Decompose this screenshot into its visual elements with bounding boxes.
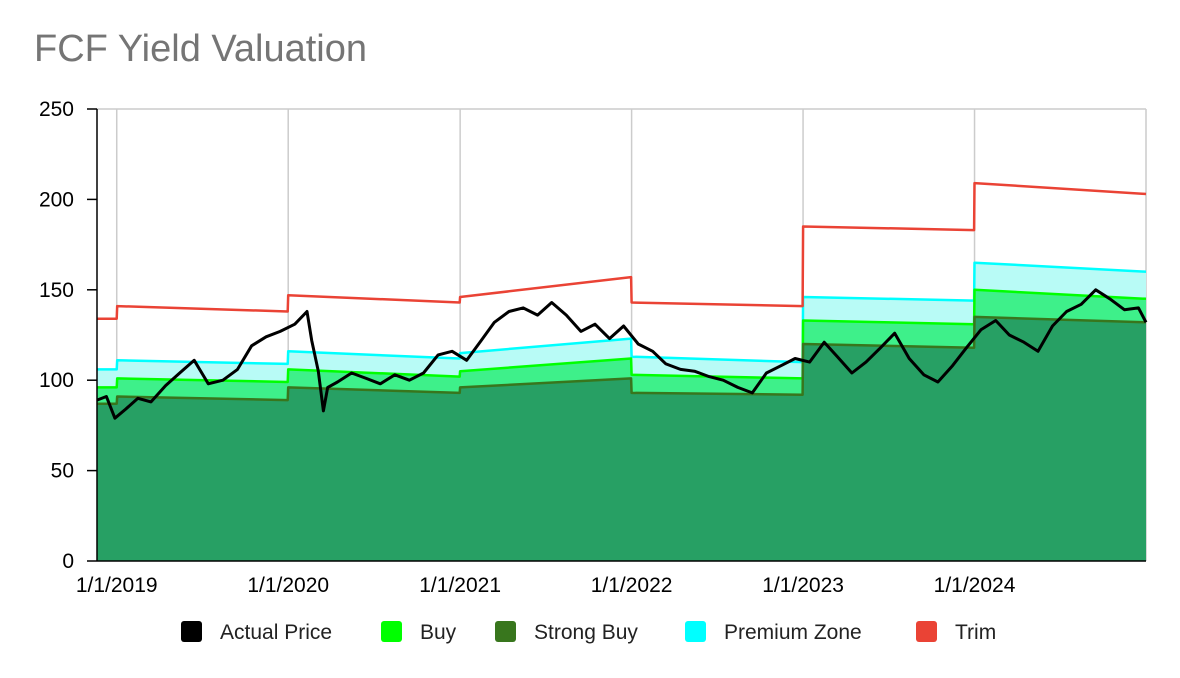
x-tick-label: 1/1/2024 [934, 574, 1016, 597]
y-tick-label: 50 [51, 460, 74, 483]
y-tick-label: 250 [39, 98, 74, 121]
x-tick-label: 1/1/2023 [762, 574, 844, 597]
legend-label-buy: Buy [420, 621, 457, 644]
strong-buy-band [97, 316, 1146, 561]
series-line-premium-zone [97, 261, 1147, 371]
y-tick-label: 100 [39, 369, 74, 392]
legend-swatch-actual-price [181, 621, 202, 642]
legend-label-trim: Trim [955, 621, 996, 644]
x-tick-label: 1/1/2019 [76, 574, 158, 597]
series-line-trim [97, 181, 1147, 320]
legend-label-strong-buy: Strong Buy [534, 621, 638, 644]
legend-label-actual-price: Actual Price [220, 621, 332, 644]
legend-swatch-trim [916, 621, 937, 642]
series-line-actual-price [96, 288, 1148, 420]
lines-layer [96, 181, 1148, 420]
legend-swatch-strong-buy [495, 621, 516, 642]
chart-title: FCF Yield Valuation [34, 28, 368, 70]
y-tick-label: 150 [39, 279, 74, 302]
x-tick-label: 1/1/2020 [247, 574, 329, 597]
series-line-strong-buy [97, 315, 1147, 405]
y-tick-label: 200 [39, 188, 74, 211]
premium-zone-band [97, 262, 1146, 388]
series-line-buy [97, 288, 1147, 389]
legend: Actual Price Buy Strong Buy Premium Zone Tri… [181, 621, 996, 644]
y-tick-label: 0 [62, 550, 74, 573]
x-tick-label: 1/1/2021 [419, 574, 501, 597]
areas-layer [97, 262, 1146, 561]
legend-label-premium-zone: Premium Zone [724, 621, 862, 644]
legend-swatch-buy [381, 621, 402, 642]
axes-layer: 1/1/2019 1/1/2020 1/1/2021 1/1/2022 1/1/2023… [39, 98, 1146, 597]
legend-swatch-premium-zone [685, 621, 706, 642]
x-tick-label: 1/1/2022 [591, 574, 673, 597]
